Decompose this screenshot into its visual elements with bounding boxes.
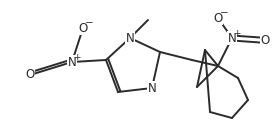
Text: O: O <box>78 22 88 34</box>
Text: N: N <box>148 82 156 95</box>
Text: +: + <box>233 29 241 38</box>
Text: N: N <box>228 31 236 44</box>
Text: +: + <box>73 52 81 62</box>
Text: N: N <box>126 31 134 44</box>
Text: −: − <box>85 18 93 28</box>
Text: O: O <box>214 11 223 25</box>
Text: O: O <box>260 34 270 47</box>
Text: N: N <box>68 55 76 68</box>
Text: O: O <box>25 68 35 82</box>
Text: −: − <box>220 8 228 18</box>
